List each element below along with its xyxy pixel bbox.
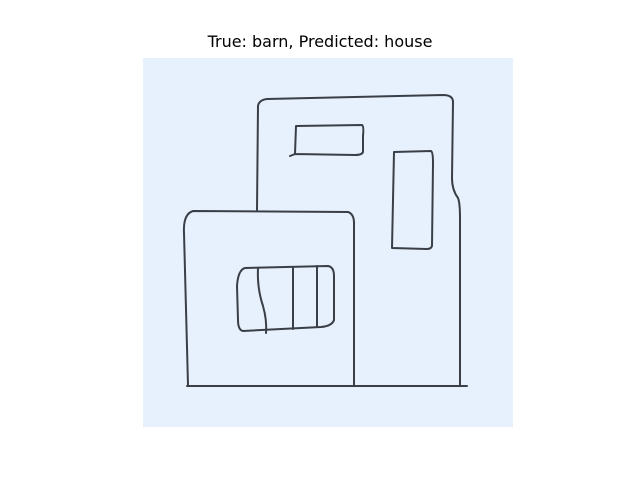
front-building-outline bbox=[182, 210, 355, 386]
sketch-image bbox=[143, 58, 513, 427]
right-window bbox=[391, 150, 434, 250]
front-window-bar-1 bbox=[256, 267, 268, 334]
upper-window bbox=[289, 124, 365, 157]
plot-title: True: barn, Predicted: house bbox=[207, 32, 433, 51]
back-building-outline bbox=[256, 94, 461, 386]
front-window-frame bbox=[236, 265, 335, 332]
sketch-background bbox=[143, 58, 513, 427]
sketch-strokes bbox=[182, 94, 468, 387]
